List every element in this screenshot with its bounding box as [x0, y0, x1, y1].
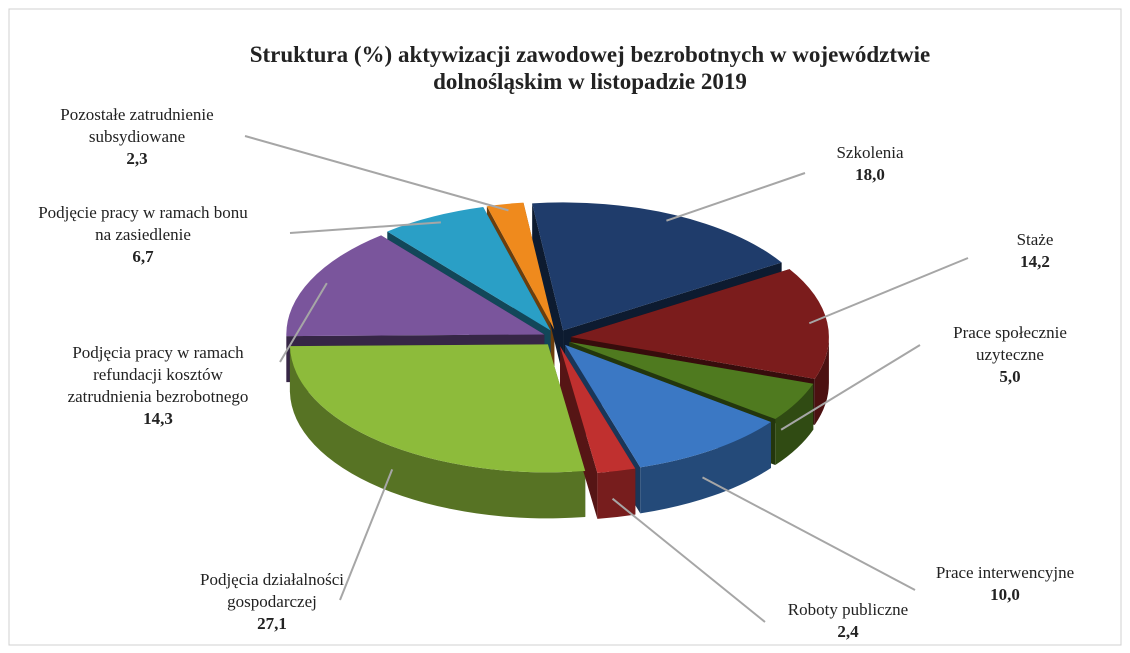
category-label: Prace społecznie uzyteczne [953, 323, 1067, 364]
chart-title: Struktura (%) aktywizacji zawodowej bezr… [250, 42, 931, 94]
leader-line [780, 344, 921, 431]
value-label: 14,3 [143, 409, 173, 428]
slice [286, 235, 545, 337]
slice [560, 346, 636, 473]
slice [289, 344, 586, 473]
slice [532, 202, 782, 331]
leader-line [339, 469, 394, 601]
leader-line [289, 221, 441, 234]
leader-line [279, 282, 328, 363]
category-label: Podjęcia pracy w ramach refundacji kosztó… [68, 343, 249, 406]
value-label: 5,0 [999, 367, 1020, 386]
value-label: 10,0 [990, 585, 1020, 604]
slice [569, 341, 814, 420]
slice-wall [532, 203, 564, 377]
category-label: Staże [1017, 230, 1054, 249]
category-label: Pozostałe zatrudnienie subsydiowane [60, 105, 213, 146]
slice [486, 202, 555, 330]
leader-line [666, 172, 806, 222]
slice [565, 344, 771, 468]
slice-side [597, 468, 636, 519]
category-label: Szkolenia [836, 143, 903, 162]
value-label: 14,2 [1020, 252, 1050, 271]
category-label: Prace interwencyjne [936, 563, 1074, 582]
value-label: 18,0 [855, 165, 885, 184]
category-label: Podjęcie pracy w ramach bonu na zasiedlen… [38, 203, 248, 244]
slice [387, 206, 551, 331]
frame [8, 8, 1122, 646]
value-label: 2,4 [837, 622, 859, 641]
leader-line [808, 257, 969, 325]
slice-side [775, 383, 814, 466]
leader-line [611, 497, 766, 623]
slice-side [640, 421, 771, 514]
category-label: Podjęcia działalności gospodarczej [200, 570, 344, 611]
category-label: Roboty publiczne [788, 600, 908, 619]
value-label: 27,1 [257, 614, 287, 633]
slice-wall [560, 346, 598, 519]
value-label: 6,7 [132, 247, 154, 266]
leader-line [702, 476, 916, 591]
leader-line [244, 135, 509, 212]
value-label: 2,3 [126, 149, 147, 168]
slice-side [289, 346, 586, 519]
slice [570, 269, 829, 379]
